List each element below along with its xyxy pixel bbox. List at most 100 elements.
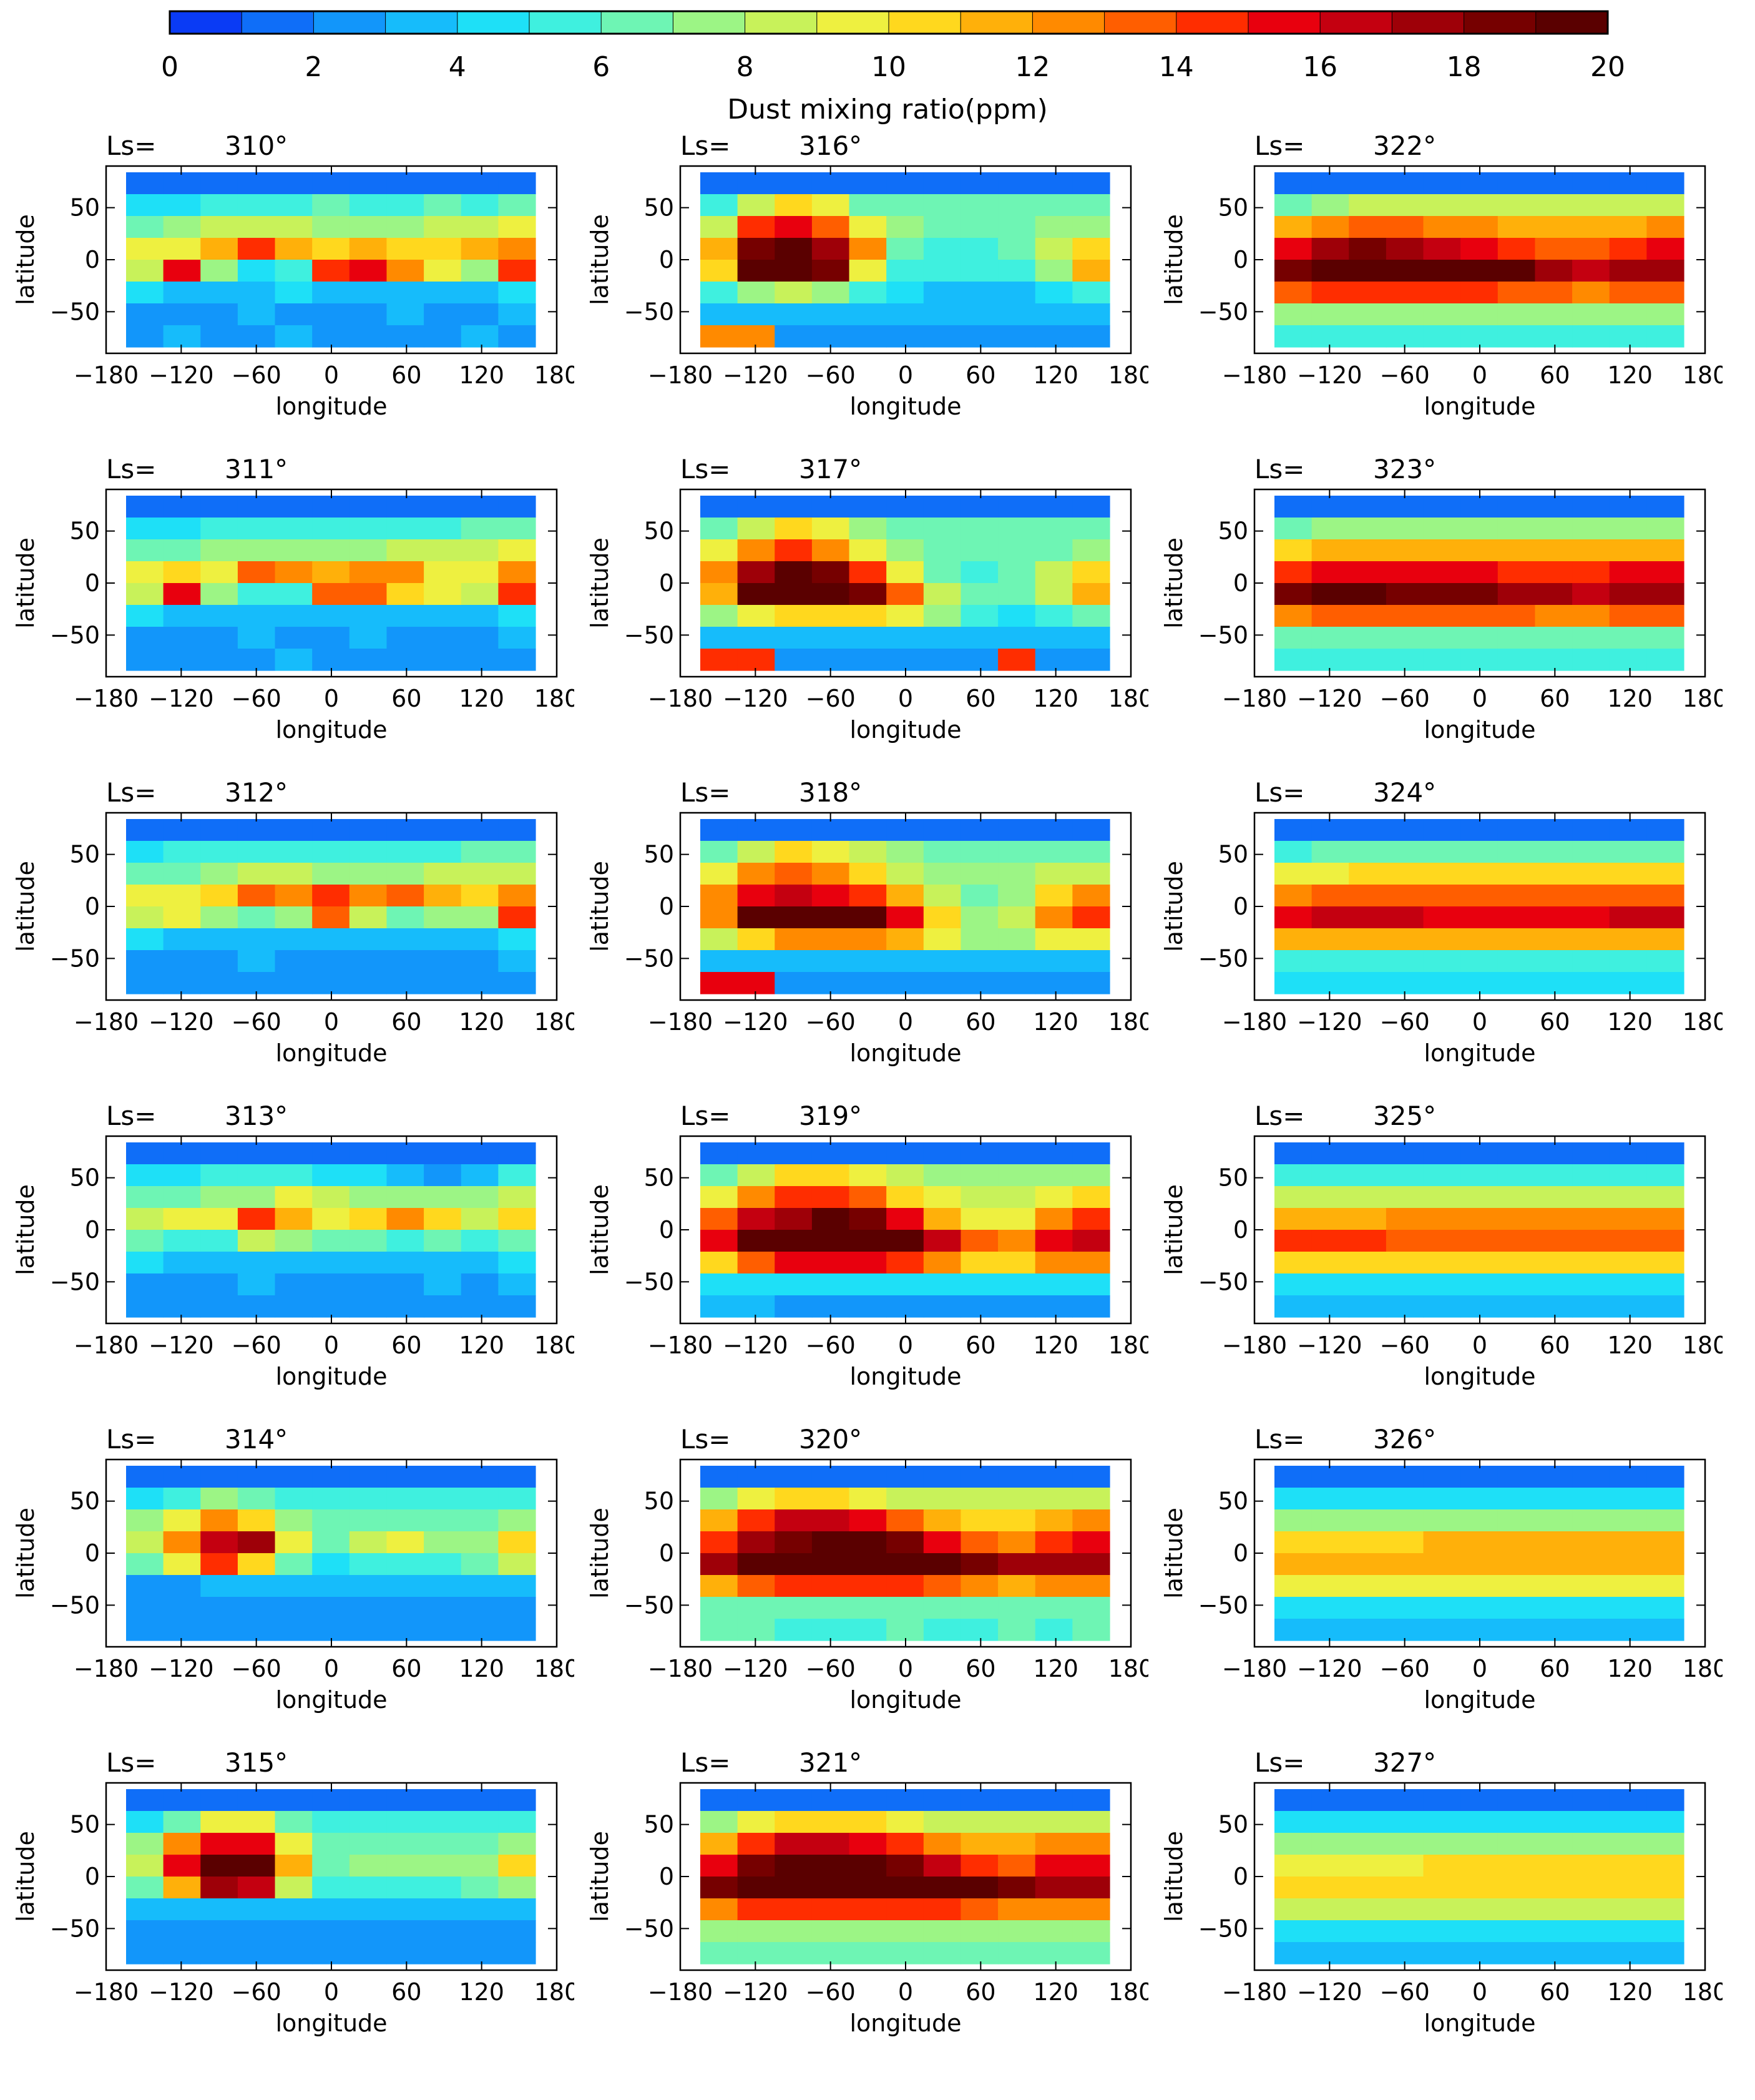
heatmap-cell: [1035, 928, 1073, 951]
heatmap-cell: [275, 216, 313, 238]
heatmap-cell: [200, 1164, 238, 1187]
heatmap-cell: [1311, 194, 1349, 217]
heatmap-cell: [737, 282, 775, 304]
heatmap-cell: [961, 238, 999, 260]
heatmap-cell: [386, 1619, 424, 1641]
heatmap-cell: [775, 627, 813, 649]
heatmap-cell: [237, 194, 276, 217]
heatmap-cell: [1497, 1295, 1536, 1318]
heatmap-cell: [1423, 539, 1461, 562]
heatmap-cell: [1497, 194, 1536, 217]
heatmap-cell: [312, 1877, 350, 1899]
heatmap-cell: [1460, 649, 1498, 671]
panel-ls-value: 326°: [1373, 1424, 1436, 1455]
heatmap-cell: [737, 649, 775, 671]
heatmap-cell: [275, 1466, 313, 1488]
heatmap-cell: [126, 1531, 164, 1554]
heatmap-cell: [237, 1273, 276, 1296]
heatmap-cell: [200, 1295, 238, 1318]
heatmap-cell: [1535, 1877, 1573, 1899]
x-tick-label: −120: [149, 1655, 213, 1682]
heatmap-cell: [1386, 282, 1424, 304]
heatmap-cell: [811, 1488, 850, 1510]
heatmap-cell: [1423, 1877, 1461, 1899]
heatmap-cell: [886, 841, 924, 863]
heatmap-cell: [312, 1942, 350, 1965]
heatmap-cell: [498, 1877, 536, 1899]
heatmap-cell: [1646, 1273, 1684, 1296]
heatmap-cell: [312, 539, 350, 562]
heatmap-cell: [461, 1811, 499, 1833]
heatmap-cell: [1609, 1142, 1647, 1165]
heatmap-cell: [923, 1488, 962, 1510]
x-tick-label: −60: [1380, 1332, 1430, 1359]
heatmap-cell: [461, 1553, 499, 1576]
heatmap-cell: [1646, 906, 1684, 929]
heatmap-cell: [126, 819, 164, 841]
heatmap-cell: [1572, 1920, 1610, 1943]
heatmap-cell: [1386, 928, 1424, 951]
heatmap-cell: [498, 1273, 536, 1296]
heatmap-cell: [1386, 561, 1424, 584]
heatmap-cell: [1646, 627, 1684, 649]
heatmap-cell: [424, 1619, 462, 1641]
heatmap-cell: [312, 1531, 350, 1554]
heatmap-cell: [1274, 1273, 1313, 1296]
x-tick-label: −120: [723, 685, 788, 712]
heatmap-cell: [1274, 1877, 1313, 1899]
heatmap-cell: [923, 841, 962, 863]
panel-ls-label: Ls=: [680, 1747, 730, 1778]
y-tick-label: 0: [85, 1863, 100, 1890]
heatmap-cell: [1072, 303, 1110, 326]
heatmap-cell: [886, 1789, 924, 1812]
heatmap-cell: [461, 1597, 499, 1619]
x-tick-label: 120: [459, 1332, 504, 1359]
heatmap-cell: [923, 1531, 962, 1554]
heatmap-cell: [886, 1208, 924, 1230]
heatmap-cell: [1349, 1597, 1387, 1619]
heatmap-cell: [1535, 1898, 1573, 1921]
heatmap-cell: [998, 260, 1036, 282]
heatmap-cell: [424, 1252, 462, 1274]
heatmap-cell: [923, 1811, 962, 1833]
heatmap-cell: [1535, 1208, 1573, 1230]
heatmap-cell: [886, 583, 924, 606]
heatmap-cell: [1311, 1942, 1349, 1965]
y-tick-label: 50: [1218, 1488, 1248, 1515]
heatmap-cell: [1311, 583, 1349, 606]
heatmap-cell: [163, 972, 201, 994]
heatmap-cell: [1072, 238, 1110, 260]
heatmap-cell: [961, 1920, 999, 1943]
heatmap-cell: [1609, 1488, 1647, 1510]
heatmap-cell: [1646, 194, 1684, 217]
heatmap-cell: [1646, 1295, 1684, 1318]
heatmap-cell: [998, 819, 1036, 841]
heatmap-cell: [1311, 1186, 1349, 1209]
heatmap-cell: [737, 863, 775, 885]
heatmap-cell: [811, 605, 850, 627]
y-tick-label: 50: [644, 1164, 674, 1192]
heatmap-cell: [1035, 950, 1073, 973]
heatmap-cell: [163, 950, 201, 973]
heatmap-cell: [498, 1142, 536, 1165]
heatmap-cell: [461, 1920, 499, 1943]
x-axis-label: longitude: [1424, 1686, 1535, 1714]
heatmap-cell: [923, 303, 962, 326]
heatmap-cell: [498, 1509, 536, 1532]
heatmap-cell: [775, 1208, 813, 1230]
heatmap-cell: [349, 518, 388, 540]
heatmap-cell: [163, 1509, 201, 1532]
y-axis-label: latitude: [1160, 1508, 1188, 1599]
heatmap-cell: [1386, 1142, 1424, 1165]
x-tick-label: 120: [1607, 1655, 1653, 1682]
panel-ls-value: 310°: [225, 130, 288, 161]
heatmap-cell: [349, 1230, 388, 1252]
heatmap-cell: [163, 282, 201, 304]
heatmap-cell: [1274, 303, 1313, 326]
heatmap-cell: [1423, 1898, 1461, 1921]
heatmap-cell: [237, 1619, 276, 1641]
heatmap-cell: [700, 1531, 738, 1554]
heatmap-cell: [386, 216, 424, 238]
heatmap-cell: [775, 906, 813, 929]
heatmap-cell: [1423, 1597, 1461, 1619]
